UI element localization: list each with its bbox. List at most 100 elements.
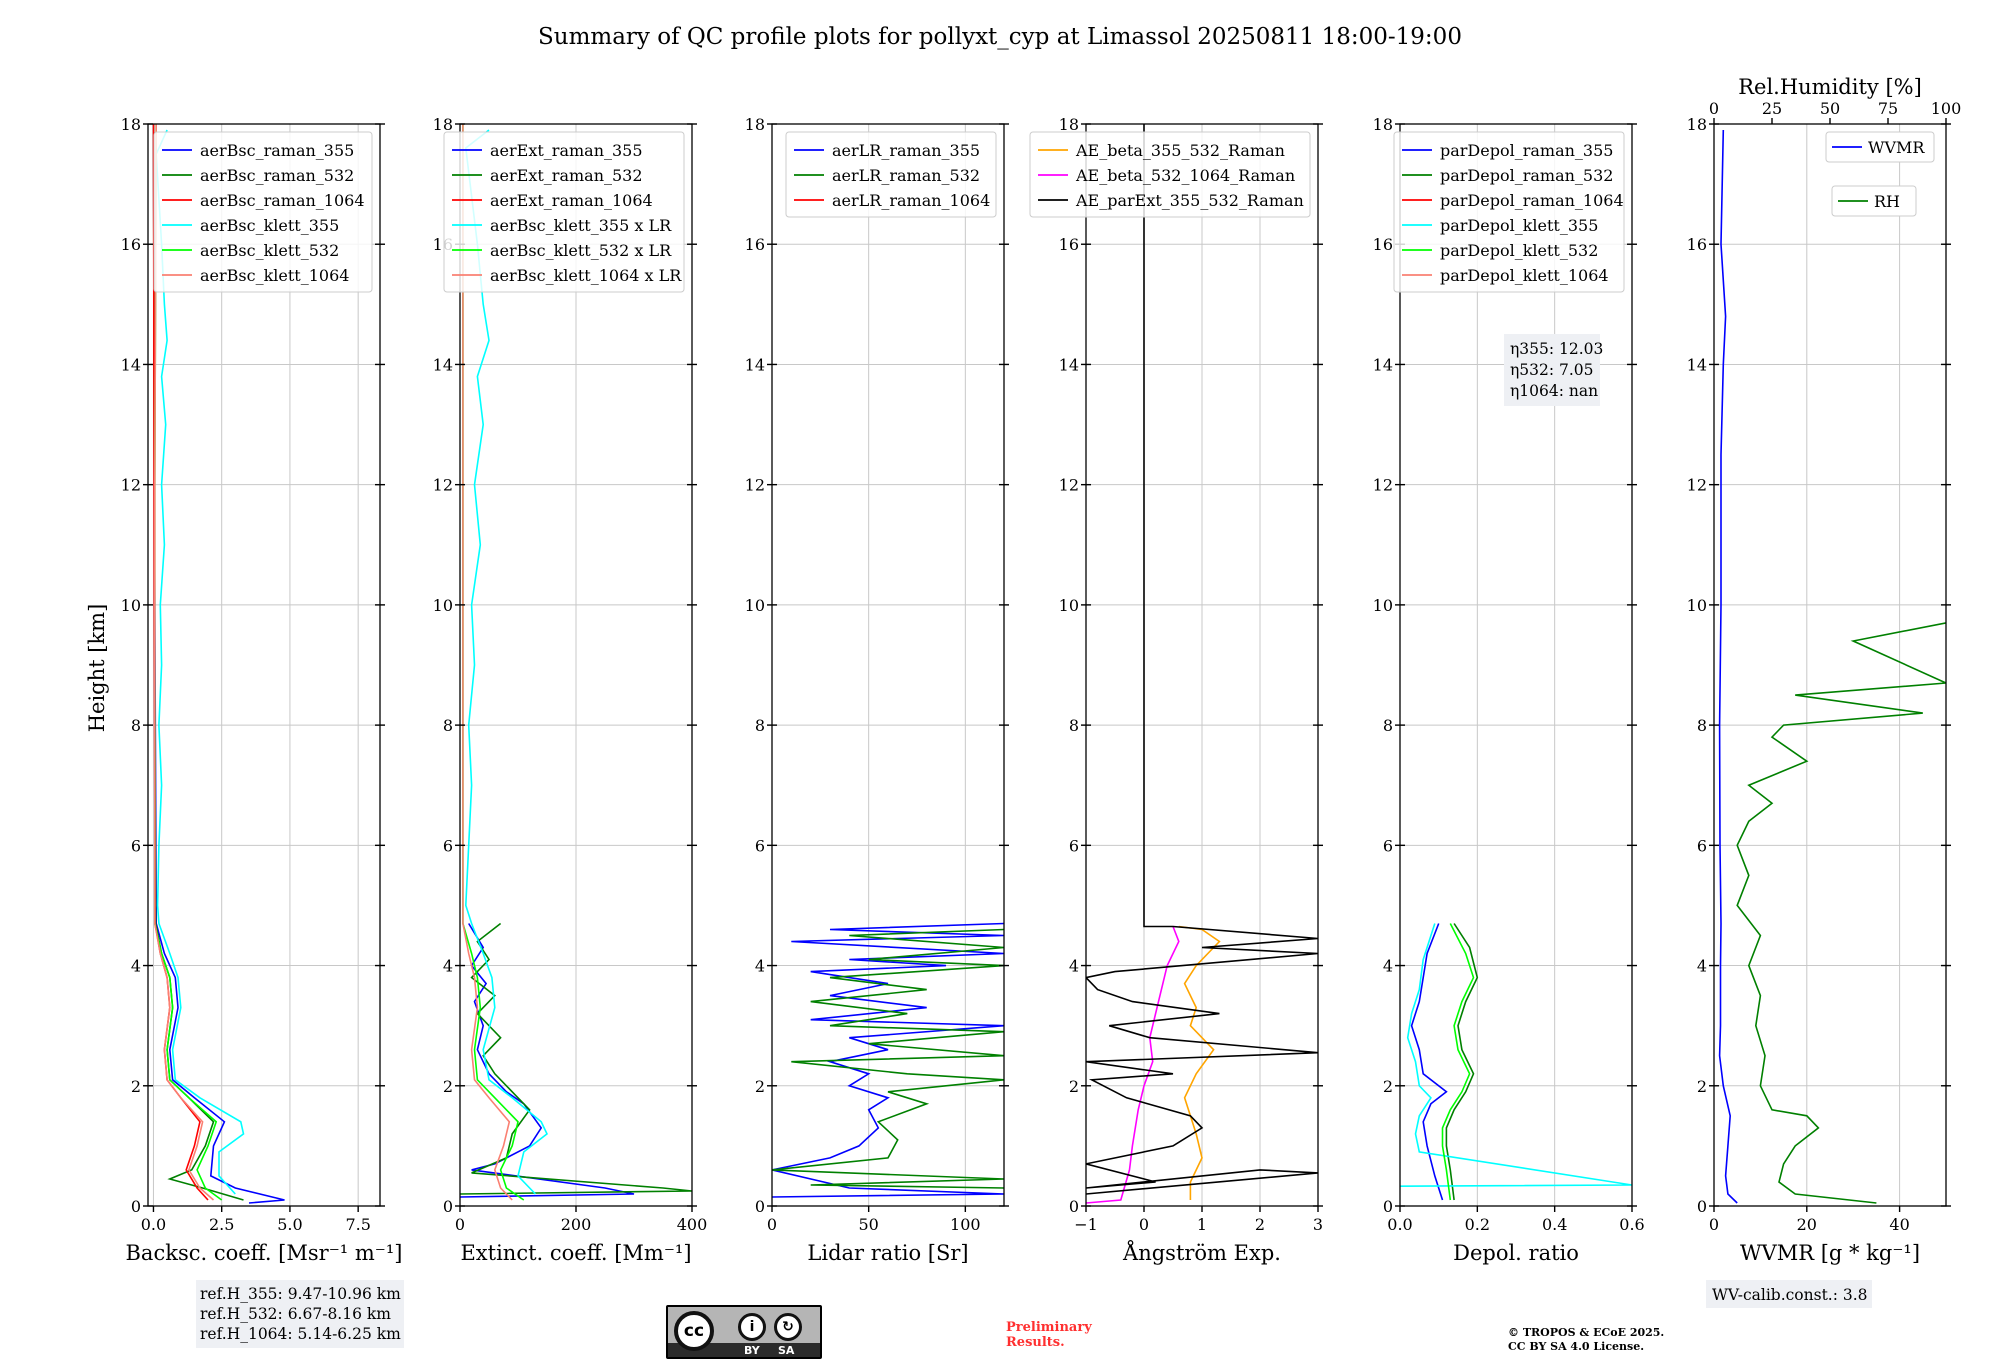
y-tick-label: 6	[755, 836, 765, 855]
eta-box	[1504, 334, 1600, 406]
y-tick-label: 12	[121, 476, 141, 495]
y-tick-label: 4	[1697, 957, 1707, 976]
y-tick-label: 2	[1069, 1077, 1079, 1096]
series-5-1	[1410, 923, 1448, 1201]
x-tick-label: 0.2	[1465, 1215, 1490, 1234]
y-tick-label: 8	[443, 716, 453, 735]
y-tick-label: 0	[1383, 1197, 1393, 1216]
x-tick-label: 0	[1139, 1215, 1149, 1234]
y-tick-label: 4	[131, 957, 141, 976]
legend-entry: aerBsc_klett_1064 x LR	[490, 266, 682, 285]
y-tick-label: 10	[433, 596, 453, 615]
x2-tick-label: 25	[1762, 99, 1782, 118]
y-tick-label: 14	[121, 355, 141, 374]
y-tick-label: 6	[1383, 836, 1393, 855]
y-tick-label: 12	[1373, 476, 1393, 495]
legend-entry: aerExt_raman_355	[490, 141, 643, 160]
y-tick-label: 12	[433, 476, 453, 495]
y-tick-label: 14	[745, 355, 765, 374]
series-3-2	[772, 928, 1004, 1189]
y-tick-label: 18	[1373, 115, 1393, 134]
x2-tick-label: 50	[1820, 99, 1840, 118]
cc-license-badge: cc i ↻ BY SA	[666, 1305, 822, 1359]
y-tick-label: 4	[1383, 957, 1393, 976]
y-tick-label: 16	[121, 235, 141, 254]
x2-tick-label: 0	[1709, 99, 1719, 118]
legend-entry: aerBsc_klett_1064	[200, 266, 349, 285]
x-axis-label: Ångström Exp.	[1122, 1240, 1281, 1265]
series-2-4	[464, 129, 549, 1195]
eta-value: η1064: nan	[1510, 382, 1598, 400]
panel-1: 0 2 4 6 8 10 12 14 16 18 0.0 2.5 5.0 7.5 Backsc. coeff…	[121, 115, 403, 1265]
legend-box	[1831, 185, 1917, 217]
x-tick-label: 100	[950, 1215, 981, 1234]
y-tick-label: 8	[1383, 716, 1393, 735]
cc-icon: cc	[674, 1311, 714, 1351]
legend-box	[443, 131, 685, 293]
legend-entry: aerLR_raman_532	[832, 166, 980, 185]
x-axis-label: Lidar ratio [Sr]	[807, 1241, 968, 1265]
series-5-2	[1445, 923, 1479, 1201]
y-tick-label: 10	[1687, 596, 1707, 615]
x2-tick-label: 100	[1931, 99, 1962, 118]
series-4-2	[1086, 926, 1180, 1204]
data-area	[1086, 124, 1318, 1204]
series-5-4	[1400, 923, 1632, 1187]
data-area	[152, 124, 285, 1204]
legend-entry: parDepol_klett_355	[1440, 216, 1598, 235]
legend-entry: parDepol_klett_532	[1440, 241, 1598, 260]
legend-entry: aerLR_raman_1064	[832, 191, 990, 210]
legend-entry: aerLR_raman_355	[832, 141, 980, 160]
legend-entry: parDepol_raman_532	[1440, 166, 1613, 185]
axes-frame	[1399, 123, 1633, 1207]
eta-value: η355: 12.03	[1510, 340, 1603, 358]
refh-355: ref.H_355: 9.47-10.96 km	[200, 1285, 401, 1303]
x-tick-label: 0	[767, 1215, 777, 1234]
x-tick-label: 5.0	[277, 1215, 302, 1234]
legend-entry: parDepol_raman_355	[1440, 141, 1613, 160]
y-tick-label: 6	[1697, 836, 1707, 855]
legend-entry: aerBsc_raman_532	[200, 166, 354, 185]
x-tick-label: 0.6	[1619, 1215, 1644, 1234]
y-tick-label: 2	[1383, 1077, 1393, 1096]
legend-entry: parDepol_raman_1064	[1440, 191, 1624, 210]
x-axis-label: Backsc. coeff. [Msr⁻¹ m⁻¹]	[126, 1241, 403, 1265]
y-tick-label: 8	[1697, 716, 1707, 735]
legend-entry: aerExt_raman_532	[490, 166, 643, 185]
preliminary-line1: Preliminary	[1006, 1320, 1092, 1335]
legend-box	[153, 131, 373, 293]
sa-label: SA	[778, 1344, 795, 1357]
series-3-1	[772, 922, 1004, 1198]
refh-box	[196, 1280, 404, 1348]
refh-1064: ref.H_1064: 5.14-6.25 km	[200, 1325, 401, 1343]
legend-box	[1393, 131, 1625, 293]
y-tick-label: 10	[1373, 596, 1393, 615]
series-1-6	[154, 124, 215, 1201]
legend-entry: aerBsc_klett_355	[200, 216, 339, 235]
y-tick-label: 18	[121, 115, 141, 134]
y-tick-label: 16	[1059, 235, 1079, 254]
x2-tick-label: 75	[1878, 99, 1898, 118]
copyright-line2: CC BY SA 4.0 License.	[1508, 1340, 1644, 1353]
data-area	[772, 922, 1004, 1198]
x-tick-label: 20	[1797, 1215, 1817, 1234]
figure-title: Summary of QC profile plots for pollyxt_…	[538, 24, 1462, 50]
data-area	[460, 124, 692, 1201]
y-tick-label: 14	[433, 355, 453, 374]
legend-entry: aerBsc_klett_355 x LR	[490, 216, 672, 235]
x-axis-label: Depol. ratio	[1453, 1241, 1579, 1265]
x2-axis-label: Rel.Humidity [%]	[1738, 75, 1922, 99]
series-2-2	[460, 922, 692, 1195]
refh-532: ref.H_532: 6.67-8.16 km	[200, 1305, 391, 1323]
y-tick-label: 4	[443, 957, 453, 976]
legend-entry: aerBsc_raman_355	[200, 141, 354, 160]
share-alike-icon: ↻	[774, 1313, 802, 1341]
x-tick-label: 1	[1197, 1215, 1207, 1234]
legend-entry: parDepol_klett_1064	[1440, 266, 1609, 285]
series-5-5	[1441, 923, 1475, 1201]
y-tick-label: 2	[131, 1077, 141, 1096]
x-tick-label: −1	[1074, 1215, 1098, 1234]
